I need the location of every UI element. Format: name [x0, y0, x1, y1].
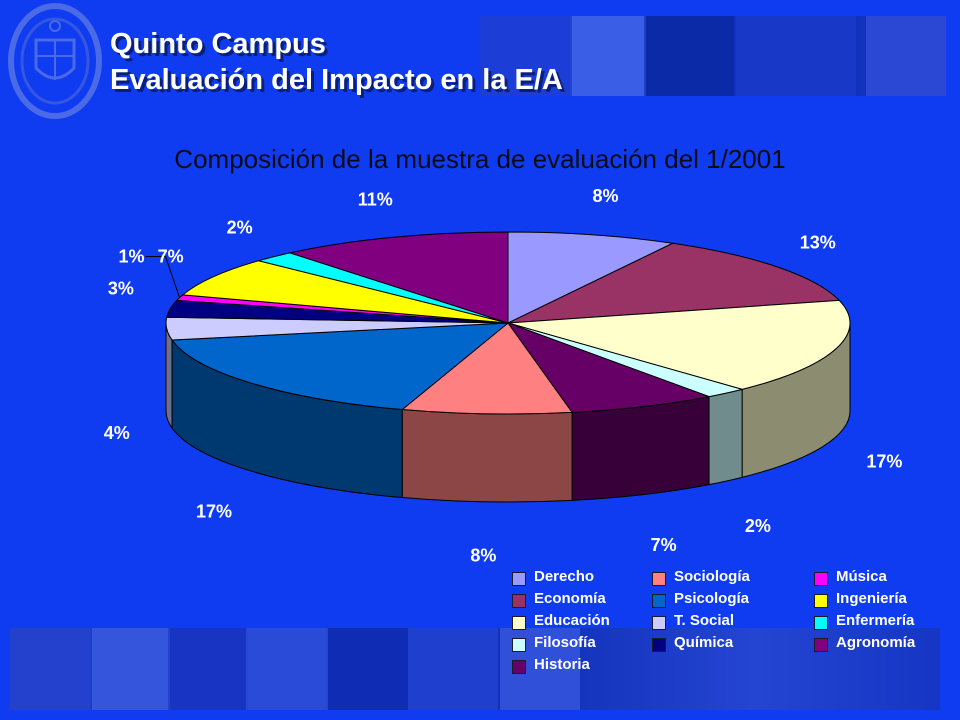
- photo-tile: [10, 628, 90, 710]
- header-title-line1: Quinto Campus: [110, 28, 326, 60]
- pie-slice-psicolog-a: [171, 322, 510, 411]
- photo-tile: [248, 628, 326, 710]
- header-title-line2: Evaluación del Impacto en la E/A: [110, 64, 563, 96]
- legend-item: T. Social: [652, 612, 812, 634]
- photo-tile: [736, 16, 856, 96]
- photo-tile: [646, 16, 734, 96]
- legend-label: Agronomía: [836, 634, 916, 651]
- pie-slice-side-sociolog-a: [401, 409, 573, 503]
- legend-swatch: [814, 616, 828, 630]
- legend-swatch: [512, 572, 526, 586]
- legend-label: Química: [674, 634, 734, 651]
- legend-label: Derecho: [534, 568, 595, 585]
- legend-swatch: [814, 638, 828, 652]
- photo-tile: [572, 16, 644, 96]
- legend-item: Filosofía: [512, 634, 672, 656]
- pie-label-econom-a: 13%: [800, 233, 836, 253]
- photo-tile: [92, 628, 168, 710]
- pie-label-filosof-a: 2%: [745, 516, 771, 536]
- pie-label-t-social: 4%: [104, 423, 130, 443]
- legend-item: Agronomía: [814, 634, 960, 656]
- pie-label-sociolog-a: 8%: [470, 546, 496, 566]
- legend-label: Economía: [534, 590, 606, 607]
- legend-item: Ingeniería: [814, 590, 960, 612]
- legend-swatch: [652, 572, 666, 586]
- university-seal-icon: [8, 3, 102, 119]
- legend-item: Educación: [512, 612, 672, 634]
- pie-slice-side-historia: [571, 396, 710, 501]
- photo-tile: [866, 16, 946, 96]
- photo-tile: [480, 16, 570, 96]
- legend-column: Sociología Psicología T. Social Química: [652, 568, 812, 656]
- pie-label-qu-mica: 3%: [108, 279, 134, 299]
- pie-slice-econom-a: [507, 242, 841, 324]
- pie-label-psicolog-a: 17%: [196, 502, 232, 522]
- legend-item: Derecho: [512, 568, 672, 590]
- pie-slice-educaci-n: [507, 299, 851, 390]
- photo-tile: [328, 628, 408, 710]
- legend-label: Música: [836, 568, 887, 585]
- legend-swatch: [512, 638, 526, 652]
- legend-label: Educación: [534, 612, 610, 629]
- photo-tile: [408, 628, 498, 710]
- legend-swatch: [652, 638, 666, 652]
- legend-item: Sociología: [652, 568, 812, 590]
- legend-swatch: [652, 594, 666, 608]
- pie-label-derecho: 8%: [592, 186, 618, 206]
- legend-label: Historia: [534, 656, 590, 673]
- pie-sides: [165, 322, 851, 503]
- legend-label: Sociología: [674, 568, 750, 585]
- pie-label-enfermer-a: 2%: [227, 218, 253, 238]
- pie-slice-agronom-a: [288, 231, 509, 324]
- pie-slice-historia: [506, 321, 711, 413]
- legend-swatch: [652, 616, 666, 630]
- pie-slice-side-filosof-a: [708, 388, 743, 486]
- pie-top: [165, 231, 851, 415]
- photo-tile: [170, 628, 246, 710]
- legend-item: Economía: [512, 590, 672, 612]
- legend-column: Derecho Economía Educación Filosofía Histori…: [512, 568, 672, 678]
- legend-swatch: [814, 572, 828, 586]
- legend-swatch: [512, 660, 526, 674]
- legend-swatch: [512, 616, 526, 630]
- pie-label-historia: 7%: [651, 535, 677, 555]
- legend-item: Historia: [512, 656, 672, 678]
- photo-banner-bottom: [10, 628, 940, 710]
- pie-slice-ingenier-a: [181, 260, 509, 324]
- legend-label: T. Social: [674, 612, 735, 629]
- pie-label-educaci-n: 17%: [866, 452, 902, 472]
- pie-label-agronom-a: 11%: [358, 190, 393, 210]
- pie-label-m-sica: 1%: [119, 246, 145, 266]
- legend-item: Enfermería: [814, 612, 960, 634]
- chart-title: Composición de la muestra de evaluación …: [174, 144, 786, 174]
- legend-label: Enfermería: [836, 612, 915, 629]
- legend-item: Psicología: [652, 590, 812, 612]
- legend-label: Psicología: [674, 590, 750, 607]
- photo-banner-top: [480, 16, 946, 96]
- legend-item: Música: [814, 568, 960, 590]
- legend-item: Química: [652, 634, 812, 656]
- pie-slice-derecho: [507, 231, 675, 324]
- pie-leader-line: [145, 255, 181, 298]
- legend-swatch: [814, 594, 828, 608]
- legend-label: Filosofía: [534, 634, 596, 651]
- pie-slice-sociolog-a: [401, 322, 574, 415]
- legend-swatch: [512, 594, 526, 608]
- pie-labels: 8% 13% 17% 2% 7% 8% 17% 4% 3% 1% 7% 2% 11%: [104, 186, 903, 566]
- legend-label: Ingeniería: [836, 590, 907, 607]
- legend-column: Música Ingeniería Enfermería Agronomía: [814, 568, 960, 656]
- pie-label-ingenier-a: 7%: [158, 246, 184, 266]
